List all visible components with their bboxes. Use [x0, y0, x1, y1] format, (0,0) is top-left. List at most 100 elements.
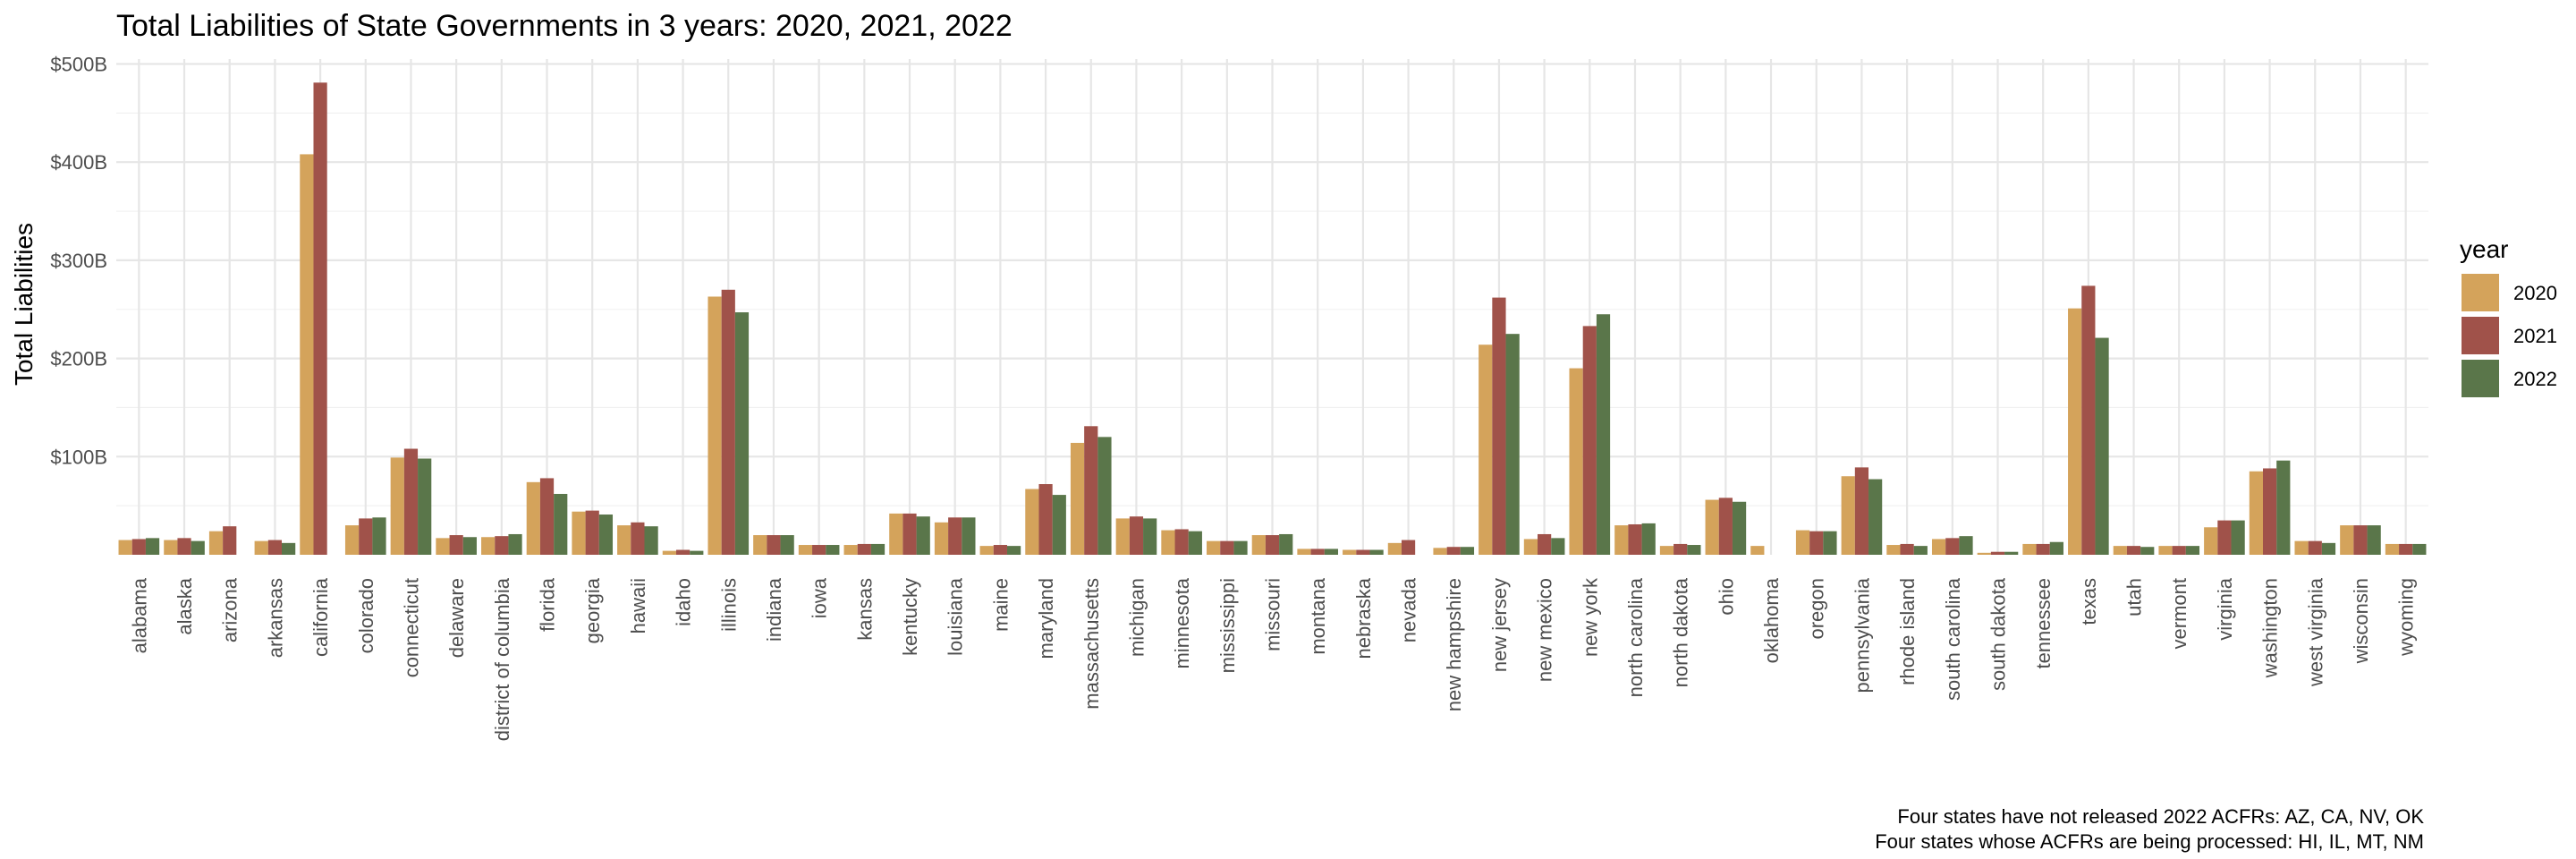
bar — [2140, 547, 2155, 555]
bar — [1492, 297, 1506, 555]
x-axis-ticks: alabama alaska arizona arkansas california co… — [128, 577, 2417, 741]
bar — [2158, 546, 2173, 555]
bar — [267, 540, 283, 555]
y-tick-label: $300B — [50, 250, 107, 272]
bar — [223, 526, 237, 555]
legend-label: 2020 — [2513, 282, 2557, 304]
bar — [2385, 543, 2400, 555]
x-tick-label: texas — [2078, 578, 2100, 625]
x-tick-label: west virginia — [2304, 577, 2326, 687]
x-tick-label: montana — [1307, 577, 1329, 654]
bar — [1705, 499, 1719, 555]
bar — [2294, 540, 2309, 555]
bar — [2113, 546, 2127, 555]
x-tick-label: california — [309, 577, 332, 657]
x-tick-label: north carolina — [1624, 577, 1647, 697]
bar — [1220, 540, 1234, 555]
bar — [554, 493, 568, 555]
x-tick-label: oklahoma — [1760, 577, 1783, 663]
bar — [2276, 460, 2291, 555]
x-tick-label: alabama — [128, 577, 150, 653]
bar — [1990, 551, 2005, 555]
bar — [418, 458, 432, 555]
bar — [1628, 523, 1642, 555]
bar — [1460, 547, 1475, 555]
x-tick-label: nebraska — [1352, 577, 1375, 659]
x-tick-label: illinois — [717, 578, 740, 632]
bar — [1596, 314, 1611, 555]
bar — [1143, 518, 1157, 555]
x-tick-label: connecticut — [400, 578, 422, 677]
bar — [690, 550, 704, 555]
bar — [631, 522, 645, 555]
bar — [2249, 471, 2263, 555]
bar — [1868, 479, 1883, 555]
x-tick-label: arkansas — [264, 578, 286, 658]
bar — [1569, 368, 1583, 555]
bar — [2321, 542, 2336, 555]
bar — [403, 448, 419, 555]
bar — [359, 518, 373, 555]
x-tick-label: minnesota — [1171, 577, 1193, 668]
bar — [2204, 527, 2218, 555]
x-tick-label: georgia — [581, 577, 604, 643]
legend-key — [2462, 274, 2499, 311]
x-tick-label: new york — [1579, 577, 1601, 657]
bar — [1959, 536, 1973, 555]
bar — [708, 296, 722, 555]
bar — [2126, 546, 2141, 555]
bar — [118, 540, 132, 555]
bar — [644, 526, 658, 555]
bar — [617, 525, 631, 555]
bar — [1084, 426, 1098, 555]
bar — [2262, 468, 2277, 555]
x-tick-label: colorado — [355, 578, 377, 653]
bar — [2217, 520, 2232, 555]
x-tick-label: new mexico — [1534, 578, 1556, 682]
x-tick-label: district of columbia — [491, 577, 513, 741]
bar — [2095, 337, 2109, 555]
x-tick-label: florida — [537, 577, 559, 632]
bars — [118, 82, 2427, 556]
x-tick-label: virginia — [2214, 577, 2236, 640]
x-tick-label: indiana — [763, 577, 785, 642]
y-axis-ticks: $100B $200B $300B $400B $500B — [50, 53, 107, 468]
y-tick-label: $100B — [50, 446, 107, 468]
bar — [1025, 489, 1039, 555]
bar — [1795, 530, 1810, 555]
x-tick-label: delaware — [445, 578, 468, 658]
x-tick-label: rhode island — [1896, 578, 1919, 685]
bar — [436, 538, 450, 555]
bar — [826, 545, 840, 555]
bar — [508, 533, 522, 555]
x-tick-label: idaho — [673, 578, 695, 626]
bar — [1809, 531, 1824, 555]
bar — [481, 537, 496, 555]
x-tick-label: iowa — [809, 577, 831, 618]
x-tick-label: wyoming — [2395, 578, 2418, 657]
y-tick-label: $200B — [50, 348, 107, 370]
bar — [1582, 326, 1597, 555]
bar — [1310, 549, 1325, 555]
bar — [1614, 525, 1629, 555]
y-axis-title: Total Liabilities — [10, 223, 38, 386]
bar — [2340, 525, 2354, 555]
x-tick-label: pennsylvania — [1851, 577, 1873, 693]
bar — [993, 545, 1007, 555]
bar — [798, 545, 813, 555]
x-tick-label: wisconsin — [2350, 578, 2372, 664]
bar — [177, 538, 191, 555]
y-tick-label: $400B — [50, 151, 107, 174]
bar — [857, 543, 871, 555]
legend-label: 2021 — [2513, 325, 2557, 347]
bar — [1115, 518, 1130, 555]
bar — [282, 542, 296, 555]
bar — [1343, 549, 1357, 555]
bar — [902, 513, 917, 555]
bar — [2412, 543, 2427, 555]
bar — [1841, 476, 1855, 555]
bar — [1297, 549, 1311, 555]
x-tick-label: kentucky — [899, 578, 921, 656]
bar — [780, 535, 794, 555]
